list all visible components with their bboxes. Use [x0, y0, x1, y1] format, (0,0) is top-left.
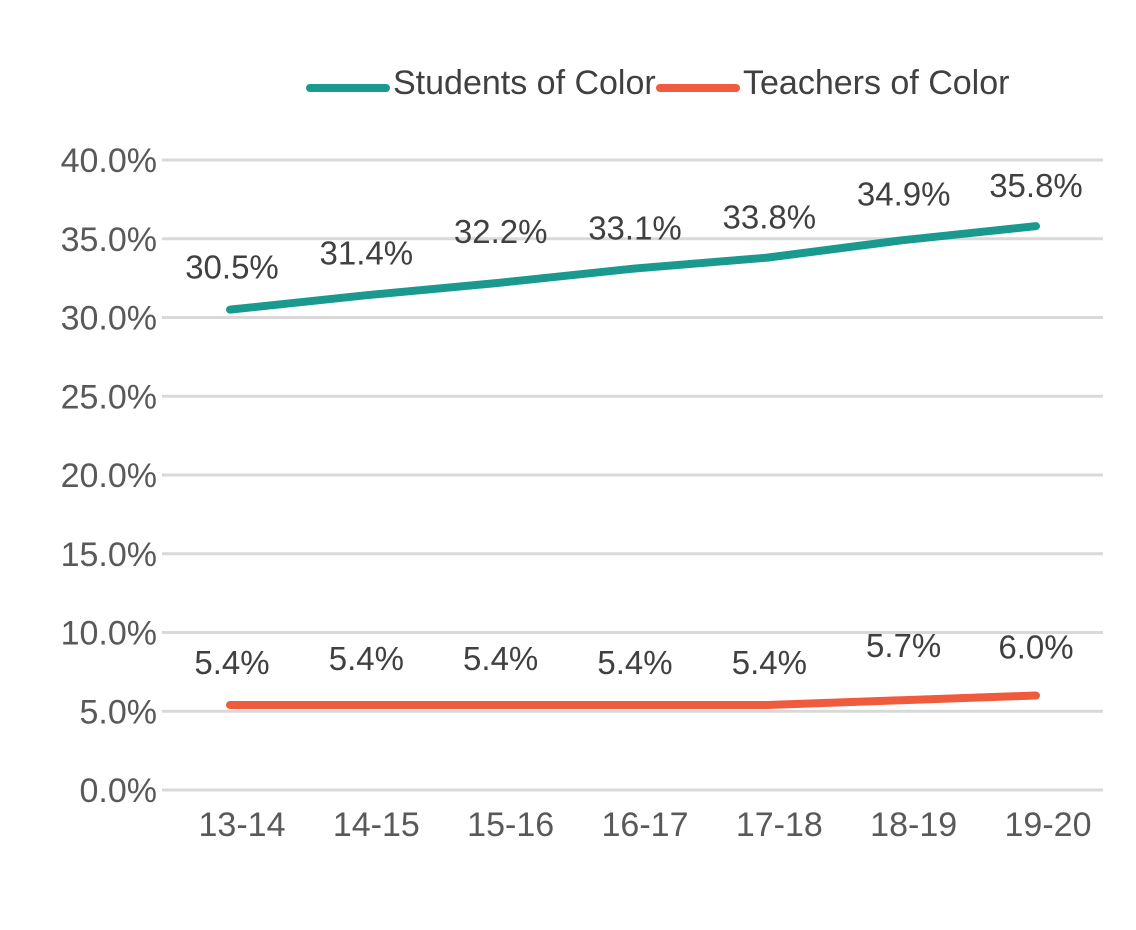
y-tick-label: 0.0%	[80, 772, 158, 810]
data-label-students-of-color: 31.4%	[320, 234, 414, 271]
data-label-teachers-of-color: 5.4%	[463, 640, 538, 677]
series-lines	[226, 222, 1040, 709]
x-tick-label: 19-20	[1005, 806, 1092, 844]
x-tick-label: 14-15	[333, 806, 420, 844]
y-axis-tick-labels: 0.0% 5.0% 10.0% 15.0% 20.0% 25.0% 30.0% 35.0% 40…	[61, 142, 157, 810]
x-tick-label: 15-16	[467, 806, 554, 844]
y-tick-label: 25.0%	[61, 378, 157, 416]
x-tick-label: 16-17	[602, 806, 689, 844]
y-tick-label: 5.0%	[80, 693, 158, 731]
data-label-students-of-color: 33.1%	[588, 210, 682, 247]
x-tick-label: 18-19	[870, 806, 957, 844]
data-labels: 30.5% 31.4% 32.2% 33.1% 33.8% 34.9% 35.8% 5.4% 5…	[185, 167, 1083, 681]
y-tick-label: 40.0%	[61, 142, 157, 180]
data-label-students-of-color: 30.5%	[185, 249, 279, 286]
data-label-teachers-of-color: 5.4%	[732, 644, 807, 681]
series-line-teachers-of-color	[226, 691, 1040, 709]
y-tick-label: 10.0%	[61, 615, 157, 653]
grid-lines	[162, 158, 1103, 792]
data-label-students-of-color: 35.8%	[989, 167, 1083, 204]
data-label-students-of-color: 34.9%	[857, 175, 951, 212]
x-axis-tick-labels: 13-14 14-15 15-16 16-17 17-18 18-19 19-20	[199, 806, 1092, 844]
series-line-students-of-color	[226, 222, 1040, 314]
legend-label-teachers-of-color: Teachers of Color	[743, 64, 1009, 102]
x-tick-label: 13-14	[199, 806, 286, 844]
legend: Students of Color Teachers of Color	[306, 64, 1009, 102]
y-tick-label: 15.0%	[61, 536, 157, 574]
y-tick-label: 35.0%	[61, 221, 157, 259]
data-label-teachers-of-color: 6.0%	[998, 629, 1073, 666]
data-label-teachers-of-color: 5.4%	[194, 644, 269, 681]
legend-label-students-of-color: Students of Color	[393, 64, 656, 102]
data-label-students-of-color: 33.8%	[723, 199, 817, 236]
x-tick-label: 17-18	[736, 806, 823, 844]
y-tick-label: 30.0%	[61, 300, 157, 338]
data-label-teachers-of-color: 5.4%	[597, 644, 672, 681]
data-label-teachers-of-color: 5.7%	[866, 627, 941, 664]
y-tick-label: 20.0%	[61, 457, 157, 495]
data-label-students-of-color: 32.2%	[454, 213, 548, 250]
data-label-teachers-of-color: 5.4%	[329, 640, 404, 677]
